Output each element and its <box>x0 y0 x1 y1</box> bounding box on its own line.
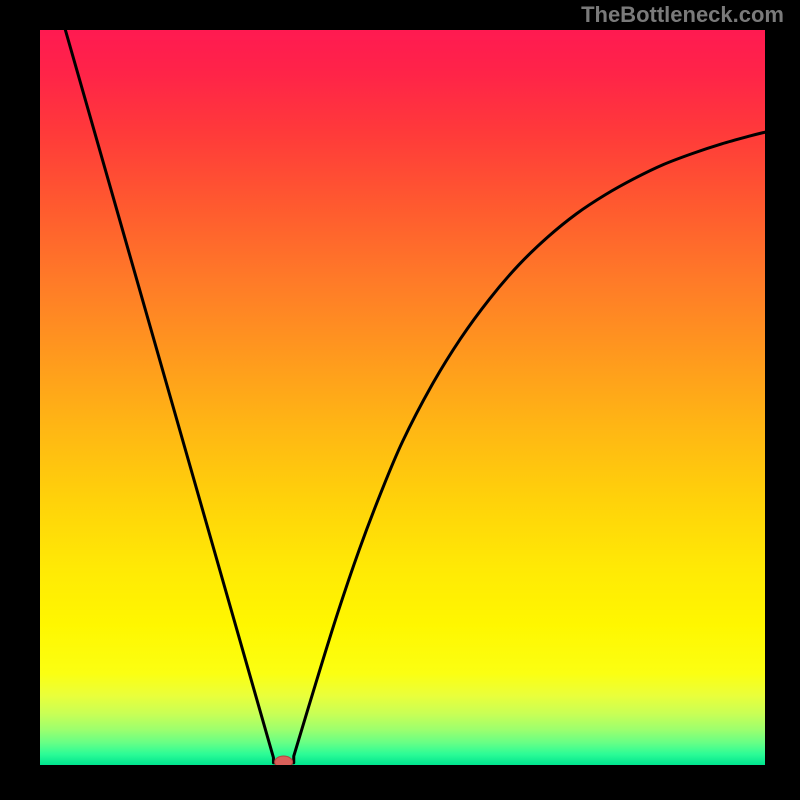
chart-frame: TheBottleneck.com <box>0 0 800 800</box>
chart-svg <box>40 30 765 765</box>
watermark-text: TheBottleneck.com <box>581 2 784 28</box>
plot-area <box>40 30 765 765</box>
minimum-marker <box>275 756 293 765</box>
gradient-background <box>40 30 765 765</box>
